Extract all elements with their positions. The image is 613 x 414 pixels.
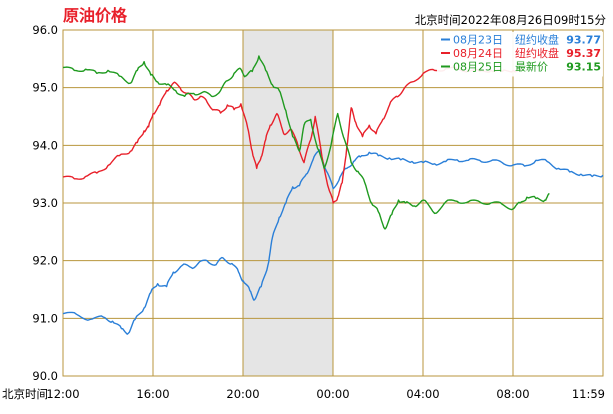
plot-area: 90.0 91.0 92.0 93.0 94.0 95.0 96.0 12:00 16:00 20… xyxy=(32,23,605,401)
x-axis-label: 北京时间 xyxy=(2,387,48,401)
legend-label: 纽约收盘 xyxy=(515,46,559,60)
y-tick-label: 94.0 xyxy=(32,138,58,152)
x-tick-label: 04:00 xyxy=(406,387,439,401)
timestamp: 北京时间2022年08月26日09时15分 xyxy=(415,13,607,27)
chart-title: 原油价格 xyxy=(63,6,128,25)
legend-series-name: 08月23日 xyxy=(453,34,503,47)
legend-background xyxy=(437,32,603,77)
x-tick-label: 00:00 xyxy=(316,387,349,401)
x-tick-label: 11:59 xyxy=(572,387,605,401)
y-tick-label: 96.0 xyxy=(32,23,58,37)
x-tick-label: 16:00 xyxy=(136,387,169,401)
legend-label: 最新价 xyxy=(515,60,548,74)
x-tick-label: 20:00 xyxy=(226,387,259,401)
series-line-08月23日 xyxy=(62,149,604,335)
legend: 08月23日 纽约收盘 93.77 08月24日 纽约收盘 95.37 08月25日 最新价 9… xyxy=(437,32,603,77)
x-tick-label: 12:00 xyxy=(46,387,79,401)
plot-border xyxy=(62,29,604,377)
x-tick-label: 08:00 xyxy=(496,387,529,401)
y-tick-label: 93.0 xyxy=(32,196,58,210)
y-tick-label: 90.0 xyxy=(32,369,58,383)
legend-series-name: 08月25日 xyxy=(453,61,503,74)
y-tick-label: 95.0 xyxy=(32,81,58,95)
legend-label: 纽约收盘 xyxy=(515,33,559,47)
legend-last-value: 93.77 xyxy=(566,34,601,47)
y-tick-label: 92.0 xyxy=(32,254,58,268)
legend-last-value: 95.37 xyxy=(566,47,601,60)
legend-last-value: 93.15 xyxy=(566,61,601,74)
series-line-08月25日 xyxy=(62,55,550,230)
legend-series-name: 08月24日 xyxy=(453,47,503,60)
series-line-08月24日 xyxy=(62,66,523,204)
y-tick-label: 91.0 xyxy=(32,311,58,325)
